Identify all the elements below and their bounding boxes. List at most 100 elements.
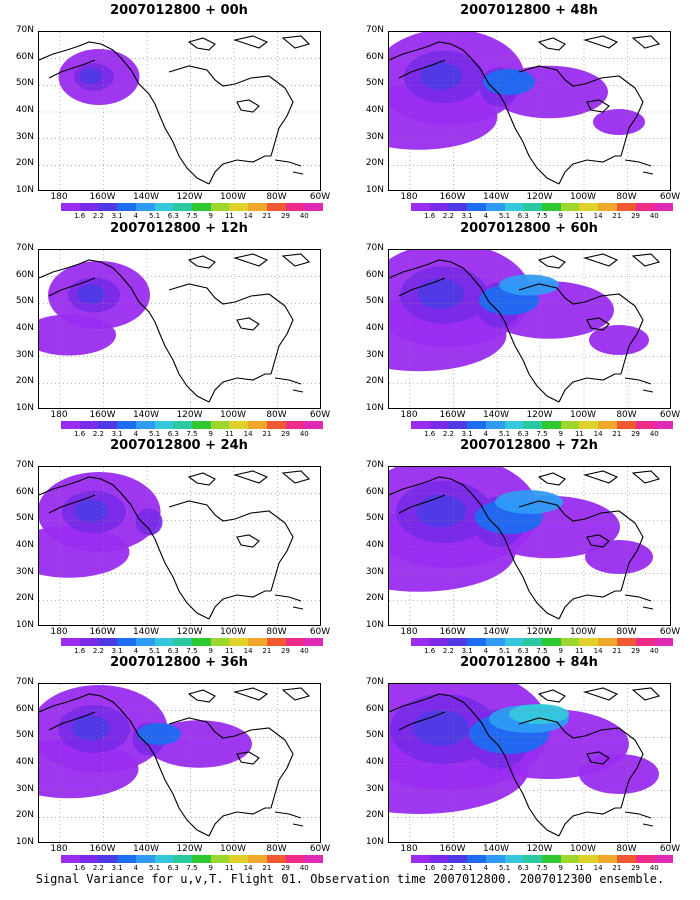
colorbar-label: 4 [483,212,489,220]
x-tick-label: 160W [89,192,116,202]
colorbar-swatch [485,203,505,211]
colorbar-label: 14 [243,430,253,438]
y-tick-label: 50N [15,730,34,741]
panel-title: 2007012800 + 24h [110,438,248,453]
x-tick-label: 80W [266,627,287,637]
colorbar-swatch [135,855,155,863]
colorbar-label: 2.2 [92,647,104,655]
colorbar-swatch [635,855,655,863]
colorbar [411,855,674,863]
map-panel-24h: 2007012800 + 24h 70N 60N 50N 40N 30N 20N 10N 180… [4,438,344,655]
colorbar-swatch [304,855,324,863]
colorbar-swatch [210,638,230,646]
colorbar-swatch [504,855,524,863]
y-tick-label: 20N [365,158,384,169]
colorbar-swatch [173,203,193,211]
y-tick-label: 50N [365,513,384,524]
colorbar-swatch [429,421,449,429]
x-tick-label: 180 [50,844,68,854]
x-tick-label: 100W [569,410,597,420]
map-panel-12h: 2007012800 + 12h 70N 60N 50N 40N 30N 20N 10N 180… [4,221,344,438]
colorbar-label: 7.5 [186,430,198,438]
x-tick-label: 140W [132,410,160,420]
colorbar-labels: 1.6 2.2 3.1 4 5.1 6.3 7.5 9 11 14 21 29 40 [61,647,323,657]
colorbar-label: 6.3 [517,864,529,872]
colorbar-label: 1.6 [74,430,86,438]
colorbar-labels: 1.6 2.2 3.1 4 5.1 6.3 7.5 9 11 14 21 29 40 [411,864,673,874]
colorbar-label: 5.1 [498,430,511,438]
colorbar-swatch [61,855,80,863]
colorbar-label: 4 [133,864,139,872]
colorbar-swatch [560,855,580,863]
colorbar-swatch [192,638,211,646]
y-tick-label: 60N [15,486,34,497]
y-tick-label: 60N [15,51,34,62]
colorbar-swatch [285,855,305,863]
colorbar-label: 6.3 [167,864,179,872]
y-tick-label: 70N [15,25,34,35]
colorbar-swatch [229,421,249,429]
colorbar-swatch [598,203,617,211]
colorbar-swatch [560,203,580,211]
colorbar-label: 6.3 [517,430,529,438]
colorbar-swatch [411,203,430,211]
colorbar [61,421,324,429]
y-tick-label: 10N [15,403,34,413]
colorbar-swatch [448,421,468,429]
colorbar-swatch [266,855,286,863]
colorbar-label: 1.6 [424,647,436,655]
x-tick-label: 180 [50,627,68,637]
colorbar-swatch [560,638,580,646]
colorbar-label: 21 [262,212,272,220]
colorbar-label: 4 [483,647,489,655]
y-tick-label: 60N [365,703,384,714]
y-tick-label: 70N [15,677,34,687]
panel-title: 2007012800 + 00h [110,3,248,18]
variance-field [39,467,320,625]
colorbar-swatch [467,421,486,429]
colorbar-label: 9 [208,212,213,220]
map-panel-36h: 2007012800 + 36h 70N 60N 50N 40N 30N 20N 10N 180… [4,655,344,872]
x-tick-label: 80W [616,192,637,202]
colorbar-swatch [266,421,286,429]
colorbar-label: 3.1 [111,430,123,438]
colorbar-label: 7.5 [536,864,548,872]
colorbar-label: 6.3 [167,212,179,220]
colorbar-swatch [229,638,249,646]
colorbar-swatch [135,203,155,211]
colorbar-label: 5.1 [148,212,161,220]
colorbar-label: 1.6 [74,647,86,655]
colorbar-label: 40 [299,430,309,438]
colorbar-swatch [598,855,617,863]
y-tick-label: 20N [365,810,384,821]
colorbar-swatch [98,421,118,429]
y-tick-label: 70N [15,243,34,253]
x-tick-label: 60W [659,410,681,420]
x-tick-label: 160W [439,192,466,202]
x-tick-label: 120W [176,844,203,854]
map-area [38,683,321,843]
colorbar-label: 6.3 [517,647,529,655]
colorbar-label: 5.1 [148,864,161,872]
colorbar-swatch [635,638,655,646]
map-area [388,683,671,843]
colorbar-swatch [411,421,430,429]
colorbar-label: 29 [281,212,291,220]
colorbar-swatch [542,421,561,429]
colorbar-swatch [304,638,324,646]
colorbar-label: 11 [574,647,584,655]
colorbar-labels: 1.6 2.2 3.1 4 5.1 6.3 7.5 9 11 14 21 29 40 [61,864,323,874]
x-tick-label: 180 [400,844,418,854]
y-tick-label: 60N [365,51,384,62]
map-area [38,31,321,191]
colorbar-label: 3.1 [111,212,123,220]
colorbar-swatch [485,638,505,646]
colorbar-swatch [285,203,305,211]
x-tick-label: 80W [266,410,287,420]
colorbar-swatch [117,855,136,863]
y-tick-label: 60N [365,269,384,280]
x-tick-label: 120W [176,192,203,202]
x-tick-label: 180 [400,410,418,420]
y-tick-label: 20N [15,810,34,821]
